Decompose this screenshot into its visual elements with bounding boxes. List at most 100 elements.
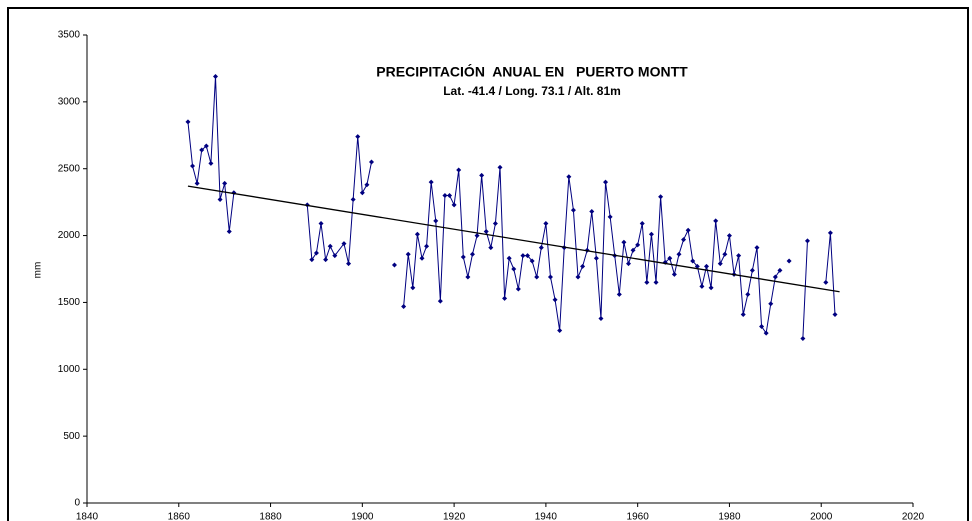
marker bbox=[428, 179, 434, 185]
frame bbox=[7, 7, 969, 521]
marker bbox=[511, 266, 517, 272]
marker bbox=[603, 179, 609, 185]
marker bbox=[332, 253, 338, 259]
marker bbox=[488, 245, 494, 251]
marker bbox=[529, 258, 535, 264]
x-tick-label: 2000 bbox=[810, 512, 833, 521]
marker bbox=[759, 323, 765, 329]
marker bbox=[474, 233, 480, 239]
marker bbox=[203, 143, 209, 149]
marker bbox=[699, 283, 705, 289]
marker bbox=[401, 303, 407, 309]
marker bbox=[199, 147, 205, 153]
marker bbox=[681, 237, 687, 243]
marker bbox=[566, 174, 572, 180]
marker bbox=[456, 167, 462, 173]
marker bbox=[768, 301, 774, 307]
marker bbox=[327, 243, 333, 249]
y-tick-label: 1000 bbox=[58, 364, 81, 375]
marker bbox=[658, 194, 664, 200]
marker bbox=[447, 192, 453, 198]
marker bbox=[580, 263, 586, 269]
x-tick-label: 1880 bbox=[259, 512, 282, 521]
marker bbox=[754, 245, 760, 251]
marker bbox=[648, 231, 654, 237]
marker bbox=[313, 250, 319, 256]
marker bbox=[341, 241, 347, 247]
marker bbox=[469, 251, 475, 257]
marker bbox=[690, 258, 696, 264]
marker bbox=[717, 261, 723, 267]
marker bbox=[538, 245, 544, 251]
x-tick-label: 1940 bbox=[535, 512, 558, 521]
marker bbox=[552, 297, 558, 303]
y-tick-label: 3500 bbox=[58, 30, 81, 41]
marker bbox=[506, 255, 512, 261]
series-line bbox=[187, 185, 840, 293]
marker bbox=[350, 196, 356, 202]
marker bbox=[185, 119, 191, 125]
y-tick-label: 1500 bbox=[58, 297, 81, 308]
marker bbox=[222, 180, 228, 186]
y-tick-label: 2500 bbox=[58, 163, 81, 174]
y-tick-label: 2000 bbox=[58, 230, 81, 241]
marker bbox=[534, 274, 540, 280]
marker bbox=[593, 255, 599, 261]
marker bbox=[208, 160, 214, 166]
marker bbox=[832, 311, 838, 317]
marker bbox=[355, 134, 361, 140]
x-tick-label: 2020 bbox=[902, 512, 925, 521]
marker bbox=[194, 180, 200, 186]
marker bbox=[625, 261, 631, 267]
marker bbox=[525, 253, 531, 259]
marker bbox=[589, 209, 595, 215]
marker bbox=[630, 247, 636, 253]
marker bbox=[653, 279, 659, 285]
marker bbox=[804, 238, 810, 244]
marker bbox=[547, 274, 553, 280]
marker bbox=[226, 229, 232, 235]
marker bbox=[570, 207, 576, 213]
marker bbox=[369, 159, 375, 165]
marker bbox=[749, 267, 755, 273]
marker bbox=[736, 253, 742, 259]
marker bbox=[639, 221, 645, 227]
marker bbox=[212, 73, 218, 79]
chart-title: PRECIPITACIÓN ANUAL EN PUERTO MONTT bbox=[376, 63, 688, 80]
marker bbox=[704, 263, 709, 269]
marker bbox=[543, 221, 549, 227]
marker bbox=[497, 164, 503, 170]
x-tick-label: 1900 bbox=[351, 512, 374, 521]
marker bbox=[800, 336, 806, 342]
marker bbox=[827, 230, 833, 236]
marker bbox=[433, 218, 439, 224]
marker bbox=[777, 267, 783, 273]
marker bbox=[520, 253, 526, 259]
marker bbox=[217, 196, 223, 202]
marker bbox=[575, 274, 581, 280]
marker bbox=[502, 295, 508, 301]
marker bbox=[346, 261, 352, 267]
marker bbox=[616, 291, 622, 297]
marker bbox=[685, 227, 691, 233]
x-tick-label: 1980 bbox=[718, 512, 741, 521]
marker bbox=[676, 251, 682, 257]
marker bbox=[414, 231, 420, 237]
marker bbox=[621, 239, 627, 245]
marker bbox=[644, 279, 650, 285]
marker bbox=[745, 291, 751, 297]
marker bbox=[694, 263, 700, 269]
marker bbox=[437, 298, 443, 304]
marker bbox=[598, 315, 604, 321]
marker bbox=[722, 251, 728, 257]
y-tick-label: 0 bbox=[74, 498, 80, 509]
series-line bbox=[187, 76, 836, 339]
marker bbox=[410, 285, 416, 291]
marker bbox=[726, 233, 732, 239]
marker bbox=[309, 257, 315, 263]
marker bbox=[323, 257, 329, 263]
marker bbox=[190, 163, 196, 169]
marker bbox=[786, 258, 792, 264]
